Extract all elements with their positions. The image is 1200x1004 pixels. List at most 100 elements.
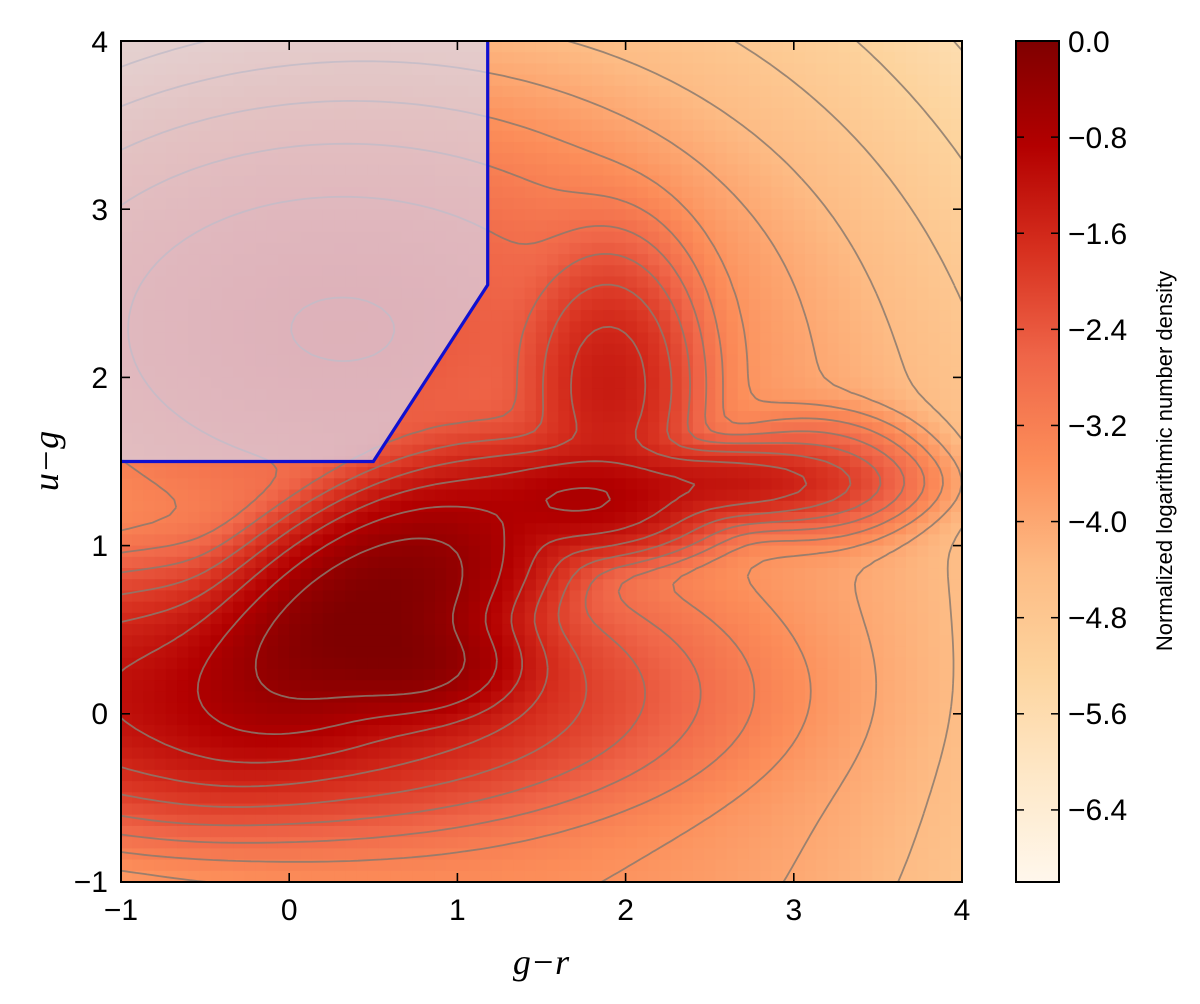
density-cell bbox=[827, 489, 840, 502]
density-cell bbox=[121, 590, 133, 603]
density-cell bbox=[121, 747, 133, 760]
density-cell bbox=[143, 646, 156, 659]
density-cell bbox=[715, 646, 728, 659]
density-cell bbox=[457, 870, 470, 882]
density-cell bbox=[367, 825, 380, 838]
density-cell bbox=[569, 231, 582, 244]
density-cell bbox=[558, 758, 571, 771]
density-cell bbox=[434, 781, 447, 793]
density-cell bbox=[154, 500, 167, 513]
density-cell bbox=[491, 511, 503, 524]
density-cell bbox=[277, 781, 290, 793]
density-cell bbox=[199, 792, 212, 805]
density-cell bbox=[457, 343, 470, 356]
density-cell bbox=[412, 433, 425, 446]
density-cell bbox=[636, 489, 649, 502]
density-cell bbox=[816, 254, 829, 266]
density-cell bbox=[816, 657, 829, 670]
density-cell bbox=[210, 657, 223, 670]
density-cell bbox=[345, 680, 358, 692]
density-cell bbox=[502, 624, 515, 636]
density-cell bbox=[748, 736, 761, 749]
density-cell bbox=[681, 534, 694, 547]
density-cell bbox=[692, 534, 705, 547]
density-cell bbox=[771, 231, 784, 244]
density-cell bbox=[805, 545, 817, 558]
density-cell bbox=[849, 366, 862, 378]
density-cell bbox=[726, 377, 739, 390]
density-cell bbox=[726, 220, 739, 233]
density-cell bbox=[648, 747, 660, 760]
density-cell bbox=[648, 108, 660, 121]
density-cell bbox=[692, 209, 705, 222]
density-cell bbox=[715, 601, 728, 614]
density-cell bbox=[255, 814, 268, 827]
density-cell bbox=[199, 803, 212, 816]
density-cell bbox=[188, 612, 201, 625]
density-cell bbox=[816, 590, 829, 603]
density-cell bbox=[277, 792, 290, 805]
density-cell bbox=[614, 310, 627, 322]
density-cell bbox=[670, 276, 683, 289]
density-cell bbox=[793, 310, 806, 322]
density-cell bbox=[322, 702, 335, 715]
density-cell bbox=[625, 590, 638, 603]
density-cell bbox=[737, 713, 750, 726]
density-cell bbox=[121, 668, 133, 681]
density-cell bbox=[838, 489, 851, 502]
density-cell bbox=[154, 624, 167, 636]
density-cell bbox=[524, 478, 537, 491]
density-cell bbox=[412, 691, 425, 704]
density-cell bbox=[805, 366, 817, 378]
density-cell bbox=[771, 500, 784, 513]
density-cell bbox=[188, 478, 201, 491]
density-cell bbox=[502, 242, 515, 255]
density-cell bbox=[378, 489, 391, 502]
density-cell bbox=[636, 657, 649, 670]
density-cell bbox=[390, 455, 402, 468]
density-cell bbox=[547, 467, 559, 479]
density-cell bbox=[502, 197, 515, 210]
density-cell bbox=[547, 108, 559, 121]
density-cell bbox=[322, 489, 335, 502]
density-cell bbox=[547, 321, 559, 334]
density-cell bbox=[715, 668, 728, 681]
density-cell bbox=[154, 657, 167, 670]
density-cell bbox=[771, 85, 784, 98]
density-cell bbox=[614, 153, 627, 165]
density-cell bbox=[603, 545, 615, 558]
density-cell bbox=[524, 63, 537, 76]
density-cell bbox=[838, 713, 851, 726]
density-cell bbox=[748, 422, 761, 435]
density-cell bbox=[670, 41, 683, 53]
density-cell bbox=[502, 265, 515, 278]
density-cell bbox=[367, 758, 380, 771]
density-cell bbox=[715, 825, 728, 838]
density-cell bbox=[277, 556, 290, 569]
density-cell bbox=[648, 119, 660, 132]
density-cell bbox=[255, 736, 268, 749]
density-cell bbox=[614, 366, 627, 378]
density-cell bbox=[423, 635, 436, 648]
density-cell bbox=[300, 523, 313, 535]
density-cell bbox=[221, 814, 234, 827]
density-cell bbox=[782, 276, 795, 289]
density-cell bbox=[277, 691, 290, 704]
density-cell bbox=[636, 332, 649, 345]
density-cell bbox=[771, 444, 784, 457]
density-cell bbox=[233, 792, 245, 805]
density-cell bbox=[513, 354, 526, 367]
density-cell bbox=[591, 747, 604, 760]
density-cell bbox=[614, 870, 627, 882]
density-cell bbox=[457, 455, 470, 468]
density-cell bbox=[614, 265, 627, 278]
density-cell bbox=[367, 781, 380, 793]
density-cell bbox=[423, 814, 436, 827]
density-cell bbox=[760, 231, 772, 244]
density-cell bbox=[177, 859, 189, 872]
density-cell bbox=[434, 366, 447, 378]
density-cell bbox=[849, 153, 862, 165]
density-cell bbox=[165, 837, 178, 849]
density-cell bbox=[412, 668, 425, 681]
density-cell bbox=[446, 444, 458, 457]
